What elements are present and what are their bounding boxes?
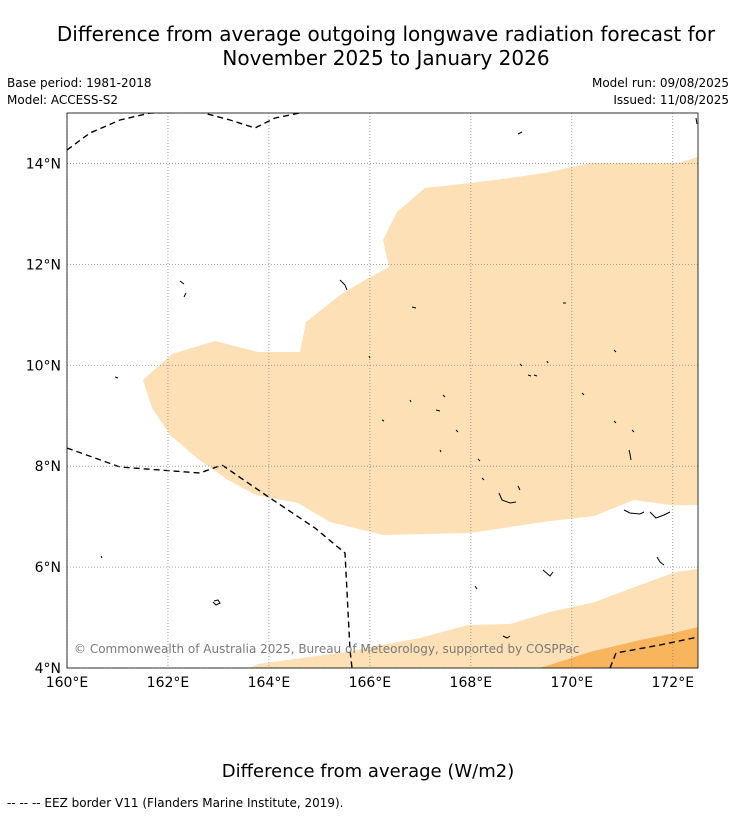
anomaly-region-5-10 (540, 627, 698, 668)
latitude-label: 4°N (35, 661, 61, 677)
longitude-label: 168°E (450, 675, 493, 691)
latitude-label: 10°N (26, 358, 61, 374)
chart-title: Difference from average outgoing longwav… (0, 22, 736, 70)
meta-left: Base period: 1981-2018 Model: ACCESS-S2 (7, 75, 152, 109)
map-figure: 160°E 162°E 164°E 166°E 168°E 170°E 172°E 4°N 6… (26, 112, 699, 691)
longitude-label: 162°E (147, 675, 190, 691)
anomaly-region-2-5-main (143, 157, 698, 535)
latitude-label: 12°N (26, 257, 61, 273)
longitude-label: 170°E (551, 675, 594, 691)
title-line-1: Difference from average outgoing longwav… (56, 22, 716, 46)
issued-date: Issued: 11/08/2025 (613, 93, 729, 107)
copyright-text: © Commonwealth of Australia 2025, Bureau… (74, 642, 579, 656)
latitude-label: 8°N (35, 459, 61, 475)
map-frame (66, 112, 699, 669)
eez-footnote: -- -- -- EEZ border V11 (Flanders Marine… (7, 796, 344, 810)
meta-right: Model run: 09/08/2025 Issued: 11/08/2025 (592, 75, 729, 109)
model-run: Model run: 09/08/2025 (591, 76, 729, 90)
colorbar-title: Difference from average (W/m2) (221, 761, 515, 782)
latitude-label: 14°N (26, 156, 61, 172)
longitude-labels: 160°E 162°E 164°E 166°E 168°E 170°E 172°E (46, 675, 694, 691)
longitude-label: 166°E (349, 675, 392, 691)
longitude-label: 172°E (651, 675, 694, 691)
map-area (67, 113, 698, 668)
islands (100, 117, 698, 639)
model-name: Model: ACCESS-S2 (7, 93, 119, 107)
anomaly-region-2-5-south (250, 569, 698, 668)
title-line-2: November 2025 to January 2026 (222, 46, 550, 70)
base-period: Base period: 1981-2018 (7, 76, 152, 90)
longitude-label: 164°E (248, 675, 291, 691)
longitude-label: 160°E (46, 675, 89, 691)
latitude-label: 6°N (35, 560, 61, 576)
eez-borders (67, 113, 698, 668)
latitude-labels: 4°N 6°N 8°N 10°N 12°N 14°N (26, 156, 61, 677)
